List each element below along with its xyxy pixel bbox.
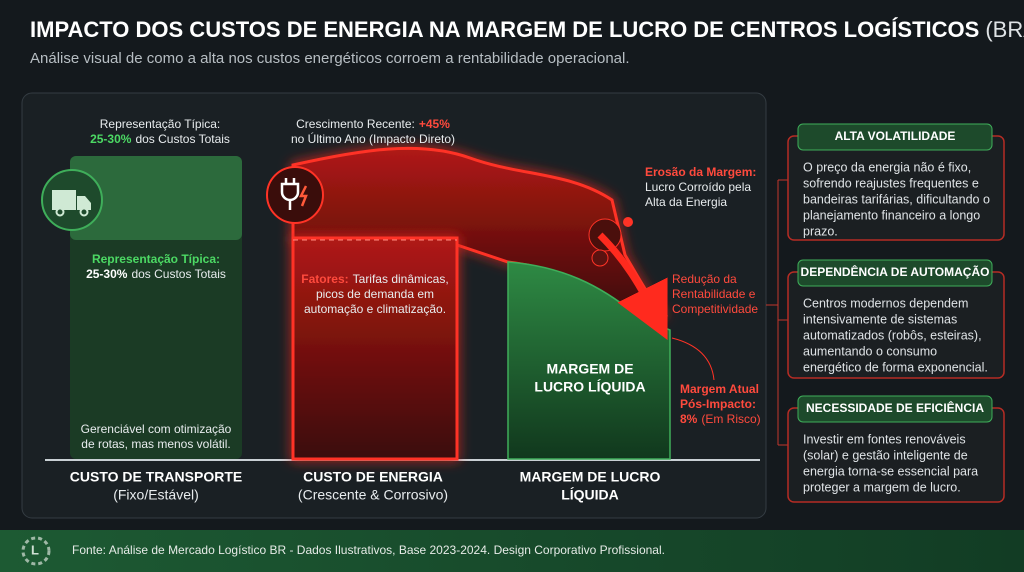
card-line: sofrendo reajustes frequentes e bbox=[803, 176, 979, 190]
margin-inner: MARGEM DE LUCRO LÍQUIDA bbox=[534, 361, 645, 395]
factors-label: Fatores: bbox=[301, 272, 348, 286]
card-line: prazo. bbox=[803, 224, 838, 238]
text: (Em Risco) bbox=[701, 412, 760, 426]
card-line: Centros modernos dependem bbox=[803, 296, 968, 310]
text-line: Competitividade bbox=[672, 302, 758, 316]
text-line: LUCRO LÍQUIDA bbox=[534, 379, 645, 395]
text-line: Pós-Impacto: bbox=[680, 397, 756, 411]
text: Crescimento Recente: bbox=[296, 117, 415, 131]
card-line: energia torna-se essencial para bbox=[803, 464, 978, 478]
current-value: 8% (Em Risco) bbox=[680, 412, 761, 426]
text-line: Redução da bbox=[672, 272, 737, 286]
footer-logo-letter: L bbox=[31, 542, 39, 557]
text: dos Custos Totais bbox=[131, 267, 226, 281]
text-line: Lucro Corroído pela bbox=[645, 180, 751, 194]
card-line: Investir em fontes renováveis bbox=[803, 432, 966, 446]
footer-logo bbox=[21, 536, 51, 566]
card-line: O preço da energia não é fixo, bbox=[803, 160, 971, 174]
text-line: picos de demanda em bbox=[316, 287, 434, 301]
value: 8% bbox=[680, 412, 698, 426]
wheel bbox=[79, 207, 89, 217]
highlight: +45% bbox=[419, 117, 450, 131]
cards: ALTA VOLATILIDADE O preço da energia não … bbox=[787, 123, 1005, 503]
footer-bar bbox=[0, 530, 1024, 572]
title-main: IMPACTO DOS CUSTOS DE ENERGIA NA MARGEM … bbox=[30, 17, 979, 42]
erosion-debris bbox=[623, 217, 633, 227]
card-header bbox=[797, 395, 993, 423]
card-line: energético de forma exponencial. bbox=[803, 360, 988, 374]
card-line: (solar) e gestão inteligente de bbox=[803, 448, 968, 462]
erosion-debris bbox=[591, 249, 609, 267]
text-line: Alta da Energia bbox=[645, 195, 727, 209]
text-line: MARGEM DE LUCRO bbox=[520, 469, 661, 485]
bracket bbox=[766, 179, 788, 446]
text-line: de rotas, mas menos volátil. bbox=[81, 437, 230, 451]
card-line: automatizados (robôs, esteiras), bbox=[803, 328, 982, 342]
energy-bar bbox=[291, 236, 459, 461]
text: dos Custos Totais bbox=[135, 132, 230, 146]
card-line: bandeiras tarifárias, dificultando o bbox=[803, 192, 990, 206]
column-title: MARGEM DE LUCRO LÍQUIDA bbox=[520, 469, 661, 503]
highlight: 25-30% bbox=[86, 267, 128, 281]
subtitle: Análise visual de como a alta nos custos… bbox=[30, 50, 630, 67]
card-line: planejamento financeiro a longo bbox=[803, 208, 980, 222]
card-header bbox=[797, 123, 993, 151]
text-line: LÍQUIDA bbox=[561, 487, 619, 503]
erosion-label: Erosão da Margem: bbox=[645, 165, 756, 179]
inner-value: 25-30% dos Custos Totais bbox=[86, 267, 226, 281]
leader-line bbox=[671, 337, 715, 381]
top-rest: no Último Ano (Impacto Direto) bbox=[291, 131, 455, 146]
text-line: Margem Atual bbox=[680, 382, 759, 396]
card-title: NECESSIDADE DE EFICIÊNCIA bbox=[806, 400, 984, 415]
truck-shape bbox=[52, 190, 91, 210]
text-line: MARGEM DE bbox=[546, 361, 633, 377]
bolt bbox=[298, 185, 308, 207]
text: Tarifas dinâmicas, bbox=[353, 272, 449, 286]
text-line: Rentabilidade e bbox=[672, 287, 756, 301]
transport-bar-top bbox=[70, 156, 242, 240]
column-subtitle: (Crescente & Corrosivo) bbox=[298, 487, 448, 503]
erosion-debris bbox=[588, 218, 622, 252]
factors: Fatores: Tarifas dinâmicas, bbox=[301, 272, 448, 286]
top-label: Crescimento Recente: +45% bbox=[296, 117, 450, 131]
title-suffix: (BRASIL) bbox=[985, 17, 1024, 42]
card-header bbox=[797, 259, 993, 287]
top-label: Representação Típica: bbox=[100, 117, 221, 131]
wheel bbox=[55, 207, 65, 217]
plug-shape bbox=[280, 178, 300, 210]
column-title: CUSTO DE TRANSPORTE bbox=[70, 469, 242, 485]
footer: Fonte: Análise de Mercado Logístico BR -… bbox=[72, 543, 665, 557]
card-title: DEPENDÊNCIA DE AUTOMAÇÃO bbox=[801, 264, 990, 279]
card-title: ALTA VOLATILIDADE bbox=[835, 129, 956, 143]
highlight: 25-30% bbox=[90, 132, 132, 146]
card-line: proteger a margem de lucro. bbox=[803, 480, 961, 494]
card-line: aumentando o consumo bbox=[803, 344, 937, 358]
text-line: Gerenciável com otimização bbox=[81, 422, 232, 436]
title: IMPACTO DOS CUSTOS DE ENERGIA NA MARGEM … bbox=[30, 17, 1024, 42]
column-subtitle: (Fixo/Estável) bbox=[113, 487, 199, 503]
card-line: intensivamente de sistemas bbox=[803, 312, 957, 326]
inner-label: Representação Típica: bbox=[92, 252, 220, 266]
column-title: CUSTO DE ENERGIA bbox=[303, 469, 443, 485]
text-line: automação e climatização. bbox=[304, 302, 446, 316]
erosion-arrow bbox=[597, 232, 668, 341]
top-value: 25-30% dos Custos Totais bbox=[90, 132, 230, 146]
plug-icon bbox=[266, 166, 324, 224]
